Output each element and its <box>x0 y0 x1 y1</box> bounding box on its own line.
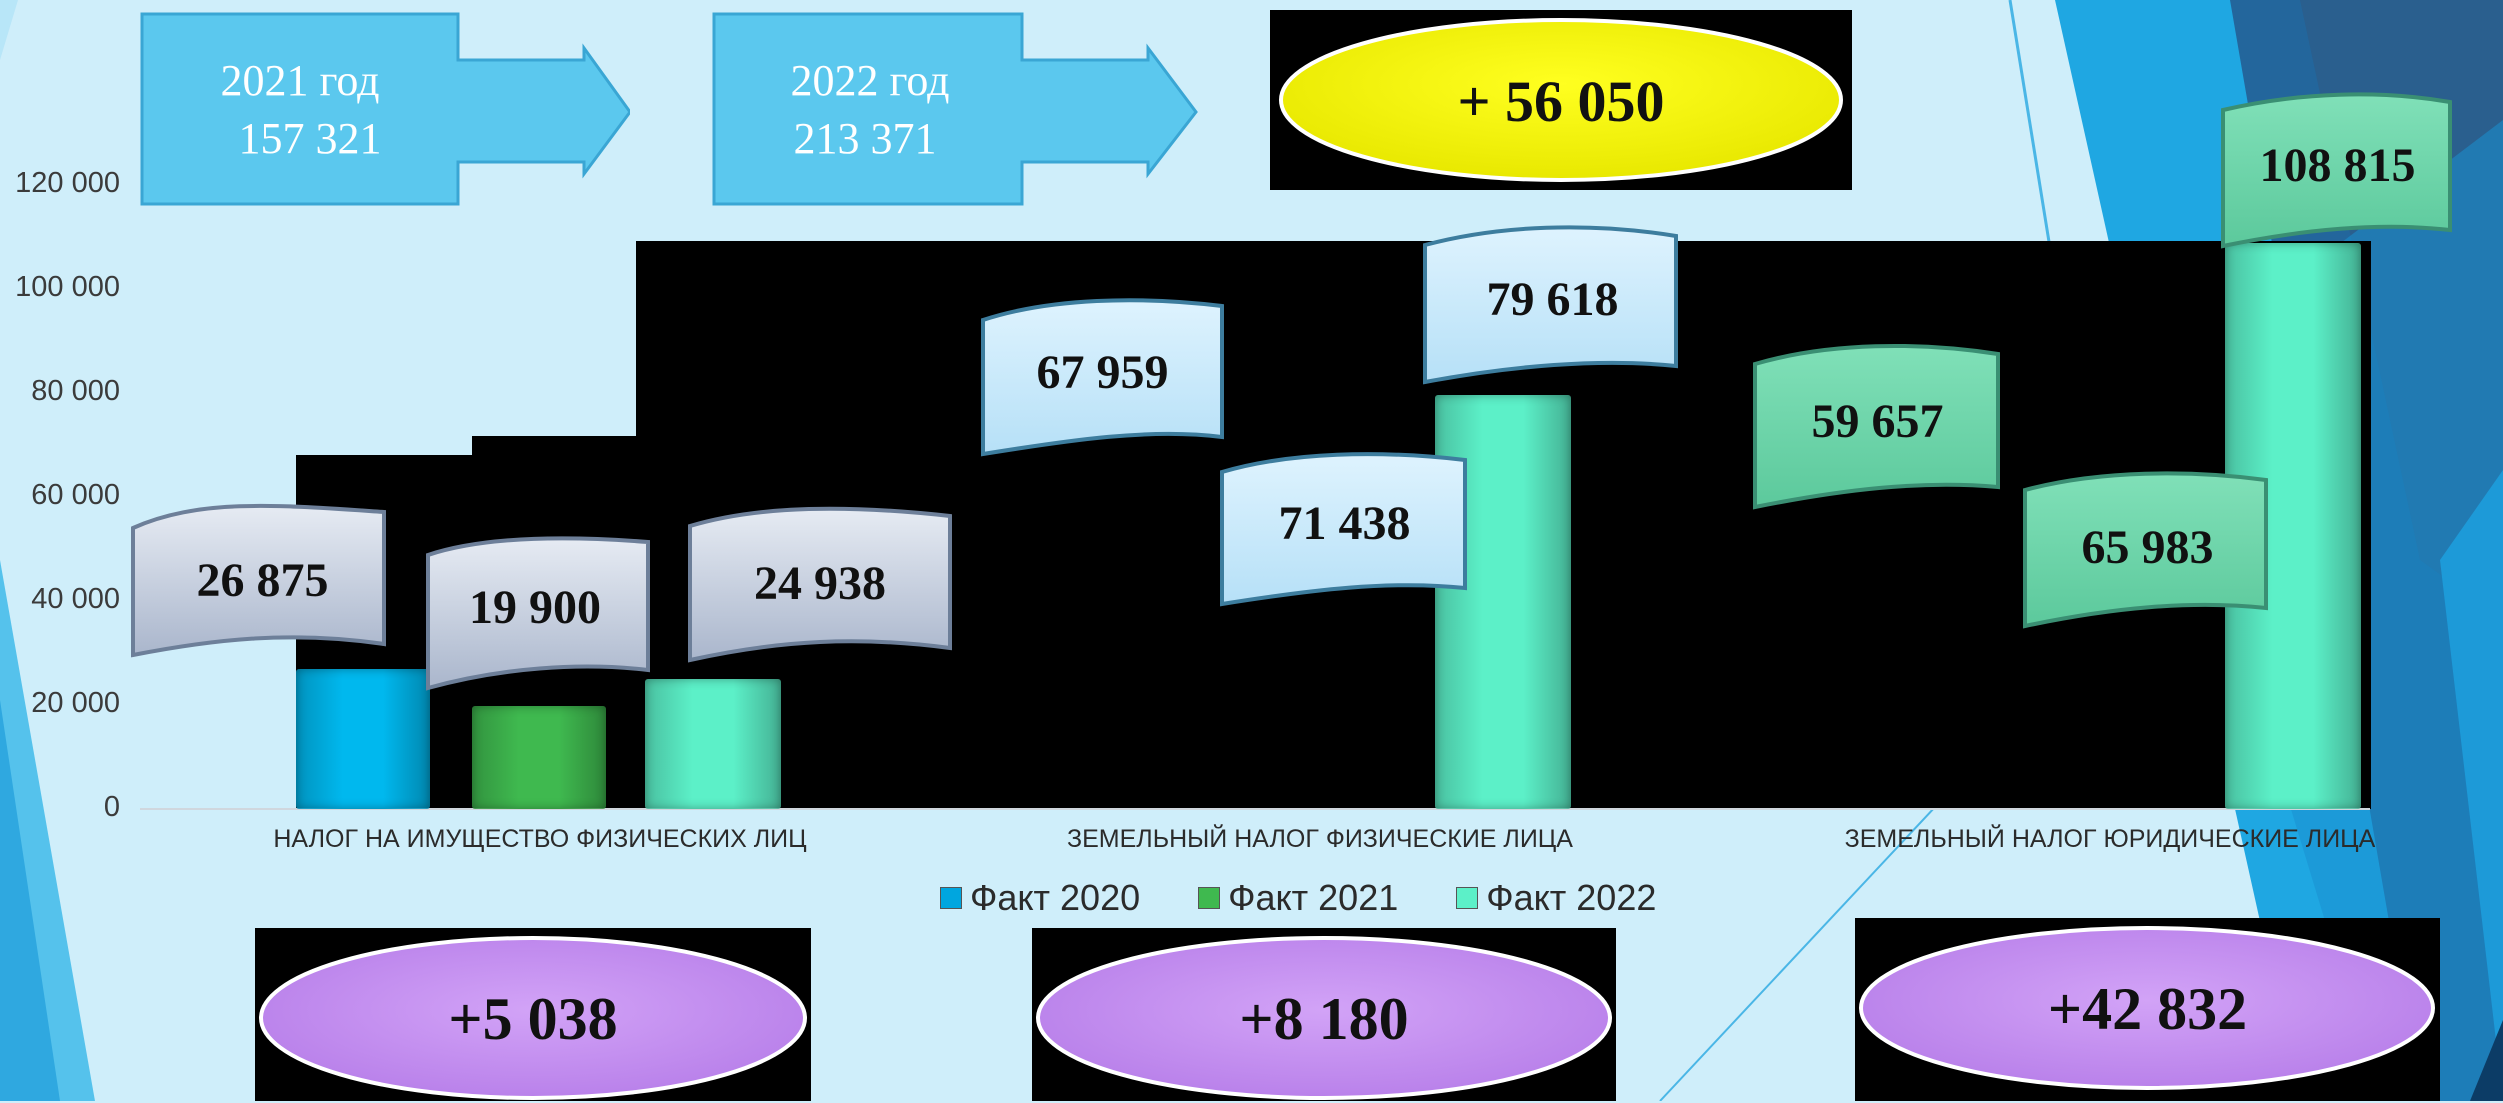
y-tick-label: 40 000 <box>31 583 120 615</box>
x-category-label: НАЛОГ НА ИМУЩЕСТВО ФИЗИЧЕСКИХ ЛИЦ <box>273 825 807 853</box>
total-increase-value: + 56 050 <box>1457 69 1665 134</box>
y-tick-label: 80 000 <box>31 375 120 407</box>
increase-value-land-legal: +42 832 <box>2047 976 2248 1042</box>
x-category-label: ЗЕМЕЛЬНЫЙ НАЛОГ ФИЗИЧЕСКИЕ ЛИЦА <box>1067 825 1573 853</box>
legend-swatch-fact-2020 <box>940 887 962 909</box>
data-label-value: 79 618 <box>1486 273 1619 326</box>
bar-fact-2022-land-tax-individuals <box>1435 394 1571 809</box>
bar-fact-2022-property-tax <box>645 679 781 809</box>
arrow-box-2022-label: 2022 год <box>790 56 950 105</box>
total-increase-ellipse <box>1279 18 1843 182</box>
arrow-box-2021 <box>140 12 630 206</box>
data-label-value: 26 875 <box>196 554 329 607</box>
arrow-box-2021-label: 2021 год <box>220 56 380 105</box>
increase-value-land-individuals: +8 180 <box>1239 986 1409 1052</box>
legend-item: Факт 2020 <box>940 877 1140 919</box>
data-label-value: 24 938 <box>754 557 886 610</box>
data-label-value: 67 959 <box>1036 346 1169 399</box>
x-axis-line <box>140 808 2370 810</box>
legend: Факт 2020 Факт 2021 Факт 2022 <box>940 876 1656 920</box>
legend-label: Факт 2020 <box>970 877 1141 918</box>
x-category-label: ЗЕМЕЛЬНЫЙ НАЛОГ ЮРИДИЧЕСКИЕ ЛИЦА <box>1844 825 2376 853</box>
arrow-box-2022-value: 213 371 <box>793 114 937 163</box>
legend-label: Факт 2022 <box>1486 877 1657 918</box>
data-label-value: 59 657 <box>1811 395 1944 448</box>
bar-fact-2020-property-tax <box>296 669 430 809</box>
increase-ellipse-property-tax <box>259 936 807 1100</box>
increase-ellipse-land-legal <box>1859 926 2435 1090</box>
bar-fact-2021-property-tax <box>472 705 606 809</box>
y-tick-label: 20 000 <box>31 687 120 719</box>
legend-label: Факт 2021 <box>1228 877 1399 918</box>
legend-item: Факт 2022 <box>1456 877 1656 919</box>
increase-ellipse-land-individuals <box>1036 936 1612 1100</box>
arrow-box-2022 <box>712 12 1198 206</box>
data-label-value: 19 900 <box>469 581 601 634</box>
legend-item: Факт 2021 <box>1198 877 1398 919</box>
data-label-value: 108 815 <box>2259 139 2416 192</box>
arrow-box-2021-value: 157 321 <box>238 114 382 163</box>
y-tick-label: 120 000 <box>15 167 120 199</box>
legend-swatch-fact-2022 <box>1456 887 1479 909</box>
increase-value-property-tax: +5 038 <box>448 986 618 1052</box>
y-tick-label: 0 <box>103 791 120 823</box>
legend-swatch-fact-2021 <box>1198 887 1221 909</box>
data-label-value: 65 983 <box>2081 521 2214 574</box>
data-label-value: 71 438 <box>1278 497 1411 550</box>
y-tick-label: 100 000 <box>15 271 120 303</box>
y-tick-label: 60 000 <box>31 479 120 511</box>
